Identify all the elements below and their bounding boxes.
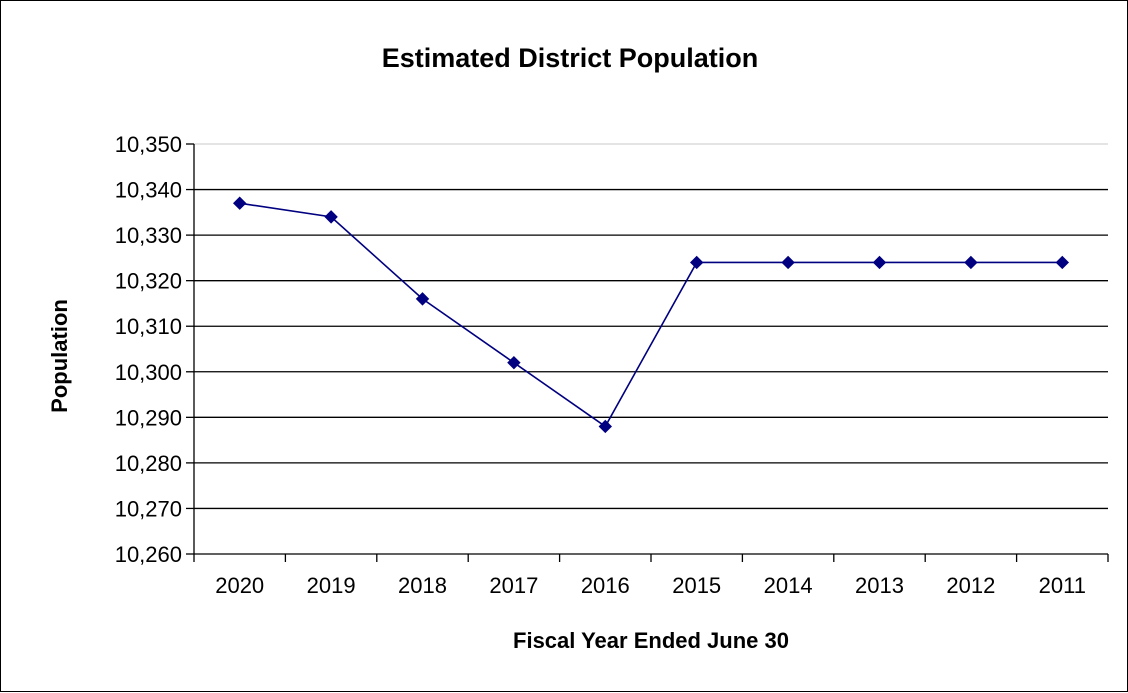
y-tick-label: 10,270 [115, 496, 182, 521]
data-point-marker [232, 196, 247, 210]
data-point-marker [964, 255, 978, 270]
y-tick-label: 10,290 [115, 405, 182, 430]
y-tick-label: 10,330 [115, 223, 182, 248]
x-tick-label: 2014 [764, 573, 813, 598]
data-point-marker [781, 255, 795, 270]
series-line [239, 202, 1063, 428]
y-axis-title: Population [47, 299, 72, 413]
y-tick-label: 10,350 [115, 132, 182, 157]
y-tick-label: 10,310 [115, 314, 182, 339]
x-tick-label: 2020 [215, 573, 264, 598]
x-tick-label: 2018 [398, 573, 447, 598]
data-point-marker [872, 255, 887, 270]
x-tick-label: 2011 [1039, 573, 1086, 598]
x-tick-labels: 2020 2019 2018 2017 2016 2015 2014 2013 2012 2011 [215, 573, 1086, 598]
gridlines [194, 143, 1108, 510]
x-axis-title: Fiscal Year Ended June 30 [513, 628, 789, 653]
x-tick-label: 2019 [307, 573, 356, 598]
y-tick-label: 10,340 [115, 178, 182, 203]
series-line-group [239, 202, 1063, 428]
chart-title: Estimated District Population [382, 43, 759, 73]
data-markers [232, 196, 1070, 434]
x-tick-label: 2016 [581, 573, 630, 598]
data-point-marker [689, 255, 704, 270]
x-tick-label: 2015 [672, 573, 721, 598]
y-tick-label: 10,300 [115, 360, 182, 385]
y-tick-label: 10,320 [115, 269, 182, 294]
data-point-marker [1055, 255, 1070, 270]
x-tick-label: 2017 [489, 573, 538, 598]
data-point-marker [415, 292, 430, 306]
axes [186, 143, 1109, 562]
y-tick-labels: 10,260 10,270 10,280 10,290 10,300 10,310 10,3… [115, 132, 182, 567]
x-tick-label: 2012 [946, 573, 995, 598]
data-point-marker [324, 210, 338, 224]
x-tick-label: 2013 [855, 573, 904, 598]
data-point-marker [507, 355, 521, 370]
y-tick-label: 10,260 [115, 542, 182, 567]
data-point-marker [598, 419, 613, 434]
y-tick-label: 10,280 [115, 451, 182, 476]
